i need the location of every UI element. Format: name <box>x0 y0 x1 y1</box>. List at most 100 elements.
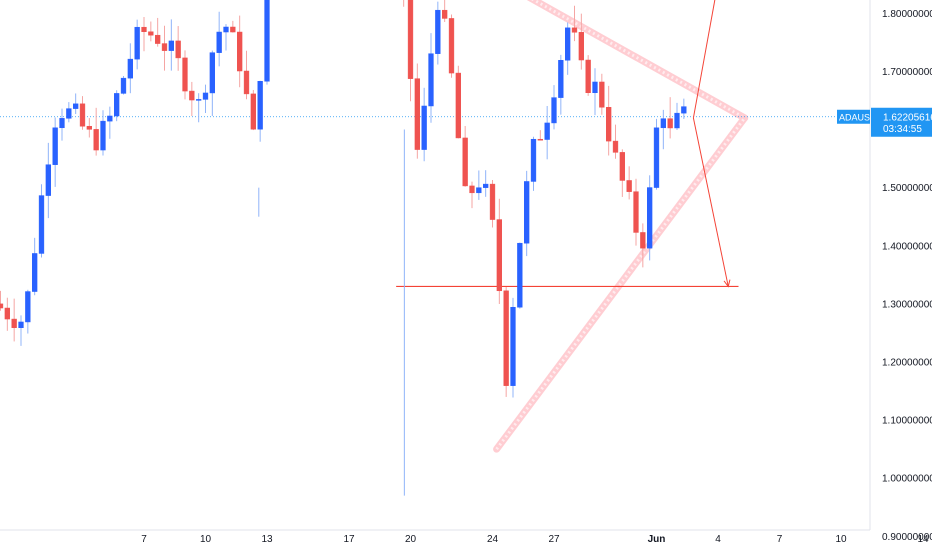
projection-arrows <box>692 0 731 288</box>
candle-body <box>175 40 181 59</box>
triangle-upper-line <box>526 0 749 122</box>
x-tick-label: 24 <box>487 534 499 545</box>
candle-body <box>503 290 509 386</box>
candle-body <box>476 187 482 194</box>
candle-body <box>489 183 496 220</box>
candle-body <box>127 58 133 79</box>
candle-body <box>45 164 51 196</box>
x-tick-label: 13 <box>261 534 273 545</box>
x-tick-label: 27 <box>548 534 560 545</box>
candle-body <box>421 105 427 150</box>
candle-body <box>496 219 502 292</box>
y-tick-label: 1.00000000 <box>882 474 932 485</box>
candle-body <box>100 120 106 151</box>
candle-body <box>524 181 530 244</box>
candle-body <box>18 321 24 328</box>
candle-body <box>462 137 468 187</box>
candle-body <box>243 70 250 95</box>
candle-body <box>660 118 666 129</box>
candle-body <box>209 52 215 94</box>
candle-body <box>250 93 256 130</box>
candle-body <box>612 140 619 153</box>
candle-body <box>148 31 154 36</box>
candle-body <box>230 26 236 33</box>
y-tick-label: 1.30000000 <box>882 299 932 310</box>
candle-body <box>161 43 168 51</box>
y-tick-label: 1.40000000 <box>882 241 932 252</box>
y-tick-label: 1.50000000 <box>882 183 932 194</box>
y-tick-label: 0.90000000 <box>882 532 932 543</box>
y-tick-label: 1.20000000 <box>882 357 932 368</box>
candle-body <box>667 118 673 129</box>
candle-body <box>626 180 632 192</box>
countdown-label: 03:34:55 <box>883 124 922 135</box>
x-tick-label: 7 <box>141 534 147 545</box>
candle-body <box>52 127 58 165</box>
y-tick-label: 1.10000000 <box>882 416 932 427</box>
candle-body <box>619 152 625 181</box>
candle-body <box>571 27 578 33</box>
x-tick-label: Jun <box>648 534 666 545</box>
candles <box>0 0 687 496</box>
symbol-tag <box>837 109 870 124</box>
candle-body <box>182 57 188 92</box>
candle-body <box>237 31 243 72</box>
candle-body <box>79 103 86 127</box>
horizontal-levels <box>0 116 870 288</box>
candle-body <box>455 72 461 139</box>
candle-body <box>93 129 99 151</box>
candle-body <box>483 183 489 188</box>
candle-body <box>647 187 653 249</box>
candle-body <box>73 103 79 109</box>
x-tick-label: 17 <box>343 534 355 545</box>
y-tick-label: 1.70000000 <box>882 67 932 78</box>
candle-body <box>428 53 434 107</box>
symbol-label: ADAUSD <box>839 112 877 122</box>
candle-body <box>38 195 45 254</box>
candle-body <box>11 318 17 328</box>
candle-body <box>530 138 537 182</box>
candle-body <box>510 306 516 386</box>
candle-body <box>448 18 455 74</box>
candle-body <box>202 92 209 100</box>
candle-body <box>66 108 72 119</box>
candle-body <box>537 138 543 141</box>
candle-body <box>578 32 584 61</box>
candle-body <box>640 232 646 249</box>
candle-body <box>565 27 571 61</box>
candle-body <box>674 112 680 129</box>
candle-body <box>585 59 591 94</box>
current-price-label: 1.62205616 <box>883 112 932 123</box>
candle-body <box>155 34 161 44</box>
candle-body <box>435 9 441 54</box>
candle-body <box>86 125 92 130</box>
candle-body <box>469 185 475 194</box>
candle-body <box>653 127 660 188</box>
x-tick-label: 20 <box>405 534 417 545</box>
x-tick-label: 10 <box>200 534 212 545</box>
candle-body <box>189 90 195 101</box>
current-price-badge <box>871 107 932 137</box>
candle-body <box>681 106 687 114</box>
candle-body <box>551 97 557 124</box>
x-tick-label: 4 <box>715 534 721 545</box>
candle-body <box>606 107 612 142</box>
candle-body <box>114 93 120 117</box>
candle-body <box>107 115 113 122</box>
candle-body <box>442 9 448 19</box>
arrow-down-head <box>723 279 731 288</box>
x-tick-label: 7 <box>777 534 783 545</box>
candle-body <box>196 99 202 101</box>
grid <box>0 0 871 531</box>
candle-body <box>558 60 564 98</box>
price-axis[interactable]: 2.62.500000002.400000002.300000002.20000… <box>837 0 932 543</box>
candle-body <box>32 253 38 292</box>
time-axis[interactable]: 7 10 13 17 20 24 27 Jun 4 7 10 14 <box>141 534 929 545</box>
candle-body <box>223 26 229 33</box>
arrow-down <box>692 117 729 287</box>
candle-body <box>4 307 10 320</box>
candle-body <box>407 0 414 79</box>
x-tick-label: 14 <box>917 534 929 545</box>
